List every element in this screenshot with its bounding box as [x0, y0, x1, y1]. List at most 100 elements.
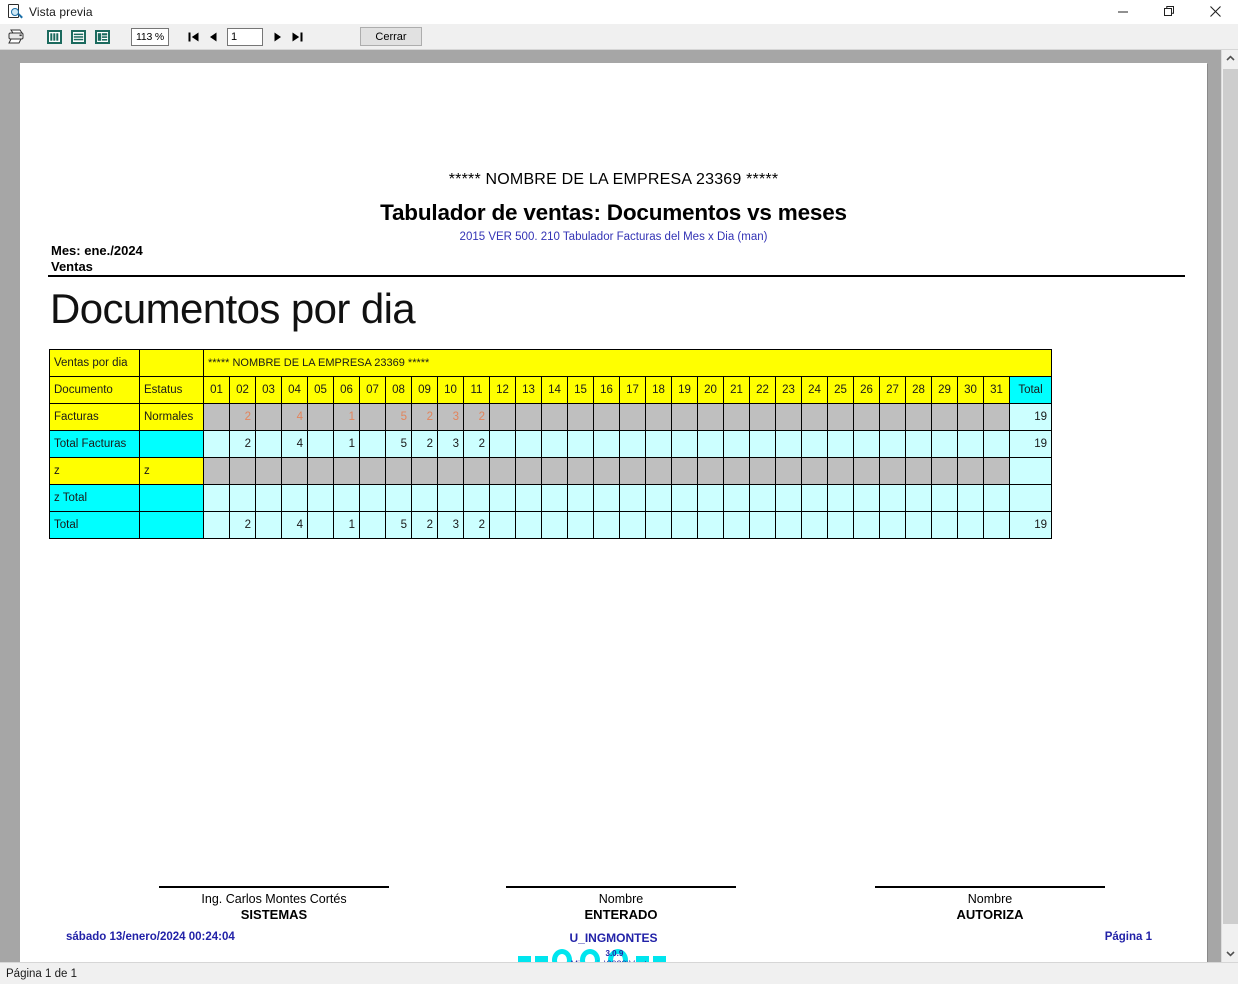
cell-day-11 [463, 457, 490, 485]
last-page-icon[interactable] [287, 27, 307, 47]
cell-day-11: 2 [463, 430, 490, 458]
cell-row-total: 19 [1009, 511, 1052, 539]
cell-day-25 [827, 403, 854, 431]
cell-day-23 [775, 484, 802, 512]
cell-day-13 [515, 430, 542, 458]
cell-day-14 [541, 457, 568, 485]
header-day-30: 30 [957, 376, 984, 404]
header-total: Total [1009, 376, 1052, 404]
cell-day-16 [593, 511, 620, 539]
cell-day-02: 2 [229, 511, 256, 539]
banner-label: Ventas por dia [49, 349, 140, 377]
cell-day-29 [931, 403, 958, 431]
cell-day-17 [619, 403, 646, 431]
close-icon[interactable] [1192, 0, 1238, 24]
cell-day-05 [307, 457, 334, 485]
minimize-icon[interactable] [1100, 0, 1146, 24]
cell-day-04 [281, 484, 308, 512]
cell-day-04 [281, 457, 308, 485]
cell-day-09 [411, 457, 438, 485]
cell-row-total: 19 [1009, 403, 1052, 431]
documentos-por-dia-table: Ventas por dia ***** NOMBRE DE LA EMPRESA… [49, 349, 1052, 539]
table-header-row: Documento Estatus 01 02 03 04 05 06 07 08 09 10 11 12… [49, 376, 1052, 404]
cell-day-10 [437, 457, 464, 485]
cell-day-22 [749, 457, 776, 485]
signature-role: ENTERADO [584, 906, 658, 922]
view-page-width-icon[interactable] [67, 26, 89, 48]
vertical-scrollbar[interactable] [1221, 50, 1238, 962]
signature-block-2: Nombre ENTERADO [506, 886, 736, 923]
header-day-28: 28 [905, 376, 932, 404]
cell-day-02: 2 [229, 403, 256, 431]
view-thumbnails-icon[interactable] [91, 26, 113, 48]
cell-day-06: 1 [333, 403, 360, 431]
cell-day-27 [879, 457, 906, 485]
cell-day-22 [749, 403, 776, 431]
cell-day-20 [697, 511, 724, 539]
header-day-15: 15 [567, 376, 594, 404]
cell-day-16 [593, 484, 620, 512]
header-day-22: 22 [749, 376, 776, 404]
first-page-icon[interactable] [183, 27, 203, 47]
status-text: Página 1 de 1 [6, 967, 77, 980]
cell-day-17 [619, 484, 646, 512]
scroll-up-icon[interactable] [1222, 50, 1238, 67]
cell-day-26 [853, 511, 880, 539]
cell-day-30 [957, 484, 984, 512]
row-label-estatus: z [139, 457, 204, 485]
cell-day-29 [931, 457, 958, 485]
cell-day-01 [203, 430, 230, 458]
cell-day-27 [879, 430, 906, 458]
cell-day-15 [567, 403, 594, 431]
cell-day-14 [541, 430, 568, 458]
cell-day-18 [645, 403, 672, 431]
cell-day-24 [801, 511, 828, 539]
row-label-estatus: Normales [139, 403, 204, 431]
previous-page-icon[interactable] [203, 27, 223, 47]
cell-day-30 [957, 511, 984, 539]
view-single-page-icon[interactable] [43, 26, 65, 48]
cell-row-total [1009, 484, 1052, 512]
signature-line [159, 886, 389, 888]
page-number-input[interactable]: 1 [227, 27, 263, 46]
cell-day-25 [827, 511, 854, 539]
zoom-level-input[interactable]: 113 % [131, 27, 169, 46]
cell-day-04: 4 [281, 511, 308, 539]
header-day-12: 12 [489, 376, 516, 404]
cell-day-15 [567, 484, 594, 512]
scrollbar-track[interactable] [1222, 67, 1238, 945]
cell-day-26 [853, 430, 880, 458]
scrollbar-thumb[interactable] [1223, 69, 1238, 924]
cell-day-22 [749, 511, 776, 539]
cell-day-11: 2 [463, 403, 490, 431]
header-day-02: 02 [229, 376, 256, 404]
maximize-icon[interactable] [1146, 0, 1192, 24]
cell-day-09 [411, 484, 438, 512]
cell-day-15 [567, 511, 594, 539]
cell-day-24 [801, 403, 828, 431]
table-row: Total Facturas 2 4 1 5 2 3 2 19 [49, 430, 1052, 458]
cell-day-21 [723, 403, 750, 431]
cell-day-14 [541, 484, 568, 512]
status-bar: Página 1 de 1 [0, 962, 1238, 984]
header-day-13: 13 [515, 376, 542, 404]
cell-day-17 [619, 511, 646, 539]
close-preview-button[interactable]: Cerrar [360, 27, 422, 46]
table-row: Facturas Normales 2 4 1 5 2 3 2 19 [49, 403, 1052, 431]
cell-day-06 [333, 457, 360, 485]
cell-day-11: 2 [463, 511, 490, 539]
signature-line [506, 886, 736, 888]
cell-day-03 [255, 484, 282, 512]
cell-day-13 [515, 403, 542, 431]
report-body: ***** NOMBRE DE LA EMPRESA 23369 ***** T… [20, 63, 1207, 962]
cell-day-03 [255, 457, 282, 485]
cell-day-25 [827, 430, 854, 458]
cell-day-30 [957, 457, 984, 485]
cell-day-26 [853, 403, 880, 431]
printer-icon[interactable] [5, 26, 27, 48]
next-page-icon[interactable] [267, 27, 287, 47]
report-meta: Mes: ene./2024 Ventas [51, 243, 143, 275]
cell-day-01 [203, 484, 230, 512]
scroll-down-icon[interactable] [1222, 945, 1238, 962]
